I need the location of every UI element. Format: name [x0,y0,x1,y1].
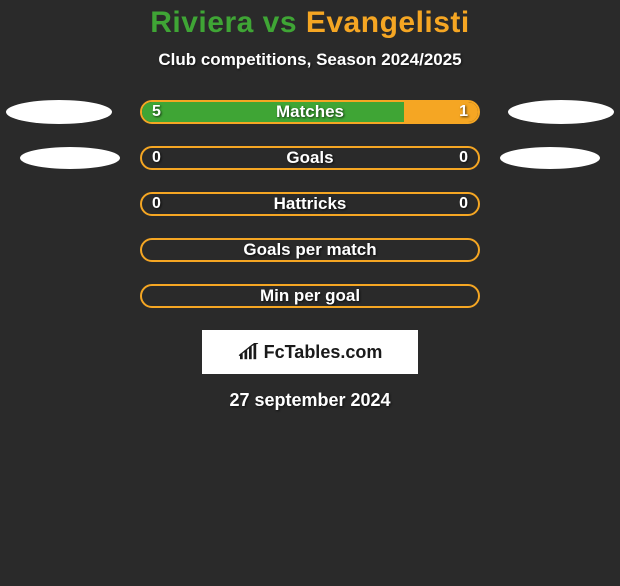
stat-bar: 00Goals [140,146,480,170]
stat-row: Goals per match [0,238,620,262]
title-vs: vs [254,6,306,39]
footer-date: 27 september 2024 [0,390,620,411]
stat-bar: Goals per match [140,238,480,262]
stat-row: 00Hattricks [0,192,620,216]
stat-row: 00Goals [0,146,620,170]
player-photo-left [20,147,120,169]
page-title: Riviera vs Evangelisti [0,6,620,40]
stat-row: Min per goal [0,284,620,308]
stat-label: Matches [142,102,478,122]
footer-logo: FcTables.com [202,330,418,374]
subtitle: Club competitions, Season 2024/2025 [0,50,620,70]
player-photo-left [6,100,112,124]
stat-label: Goals [142,148,478,168]
player-photo-right [500,147,600,169]
stats-area: 51Matches 00Goals 00Hattricks Goals per mat… [0,100,620,308]
player-photo-right [508,100,614,124]
footer-logo-text: FcTables.com [264,342,383,363]
stat-bar: Min per goal [140,284,480,308]
stat-row: 51Matches [0,100,620,124]
stat-bar: 00Hattricks [140,192,480,216]
stat-label: Goals per match [142,240,478,260]
stat-label: Hattricks [142,194,478,214]
title-left: Riviera [150,6,254,39]
bar-chart-icon [238,343,260,361]
stat-bar: 51Matches [140,100,480,124]
stat-label: Min per goal [142,286,478,306]
title-right: Evangelisti [306,6,470,39]
